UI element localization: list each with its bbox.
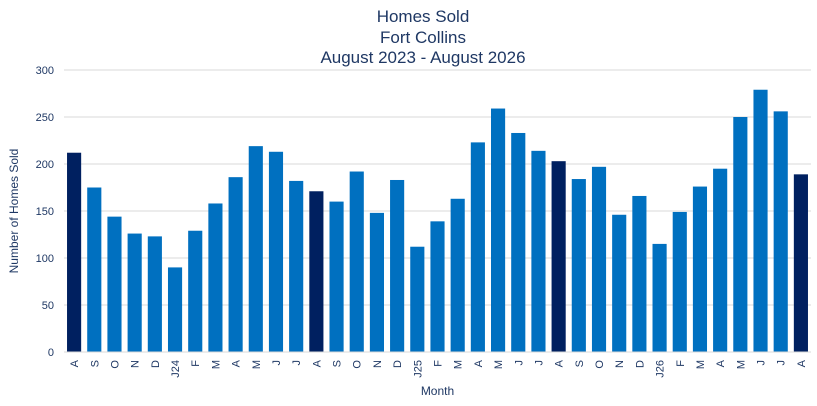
y-axis-label: Number of Homes Sold [7, 149, 21, 274]
bar [551, 161, 566, 352]
x-tick-label: M [695, 360, 707, 369]
x-tick-label: J26 [655, 360, 667, 378]
y-tick-label: 50 [42, 300, 54, 312]
chart-title-line-2: Fort Collins [380, 28, 466, 47]
bar [410, 246, 425, 352]
bar [127, 233, 142, 352]
bar [208, 203, 223, 352]
x-tick-label: D [392, 360, 404, 368]
bar [692, 186, 708, 352]
x-tick-label: O [109, 360, 121, 369]
y-tick-label: 200 [36, 159, 54, 171]
x-tick-label: S [574, 360, 586, 367]
bar [349, 171, 364, 352]
bar [591, 166, 607, 352]
x-tick-label: J [291, 360, 303, 366]
x-tick-label: M [453, 360, 465, 369]
bar [430, 221, 445, 352]
bar [713, 168, 728, 352]
x-tick-label: A [796, 359, 808, 367]
x-tick-label: J [271, 360, 283, 366]
x-tick-label: O [594, 360, 606, 369]
x-tick-label: F [190, 360, 202, 367]
bar [632, 195, 647, 352]
bar [167, 267, 183, 352]
x-tick-label: S [332, 360, 344, 367]
bar [470, 142, 485, 352]
x-tick-label: A [715, 359, 727, 367]
x-tick-label: N [614, 360, 626, 368]
bar [450, 198, 465, 352]
x-tick-label: O [352, 360, 364, 369]
x-tick-label: A [231, 359, 243, 367]
x-tick-label: D [150, 360, 162, 368]
y-axis-ticks: 0 50 100 150 200 250 300 [36, 65, 54, 359]
x-tick-label: M [493, 360, 505, 369]
bar [390, 179, 405, 352]
x-tick-label: M [210, 360, 222, 369]
x-tick-label: F [675, 360, 687, 367]
bar [369, 212, 384, 352]
chart-title-line-3: August 2023 - August 2026 [320, 48, 525, 67]
x-tick-label: J25 [412, 360, 424, 378]
bars [67, 89, 808, 353]
x-tick-label: D [634, 360, 646, 368]
bar [289, 180, 304, 352]
x-tick-label: F [433, 360, 445, 367]
x-tick-label: N [372, 360, 384, 368]
x-tick-label: A [69, 359, 81, 367]
x-tick-label: A [311, 359, 323, 367]
x-tick-label: N [130, 360, 142, 368]
x-tick-label: M [251, 360, 263, 369]
bar [107, 216, 122, 352]
bar [511, 132, 526, 352]
bar [733, 117, 748, 352]
x-tick-label: S [89, 360, 101, 367]
x-tick-label: A [554, 359, 566, 367]
bar [491, 108, 506, 352]
bar [228, 177, 243, 352]
bar [248, 146, 263, 352]
bar [652, 243, 667, 352]
bar [672, 211, 687, 352]
bar [753, 89, 768, 353]
x-tick-label: M [735, 360, 747, 369]
bar [309, 191, 324, 352]
chart-title: Homes Sold Fort Collins August 2023 - Au… [320, 7, 525, 67]
chart-title-line-1: Homes Sold [377, 7, 470, 26]
bar [793, 174, 808, 352]
bar [188, 230, 203, 352]
x-axis-label: Month [421, 384, 454, 398]
x-tick-label: J [776, 360, 788, 366]
y-tick-label: 150 [36, 206, 54, 218]
bar [329, 201, 344, 352]
bar [773, 111, 788, 352]
y-tick-label: 300 [36, 65, 54, 77]
x-tick-label: J [513, 360, 525, 366]
bar [531, 150, 546, 352]
x-axis-ticks: A S O N D J24 F M A M J J A S O N D J25 F M A M J J A S O N D J26 F M A M… [69, 359, 808, 377]
y-tick-label: 250 [36, 112, 54, 124]
bar [612, 214, 627, 352]
x-tick-label: J24 [170, 360, 182, 378]
bar [571, 179, 586, 352]
bar [268, 151, 284, 352]
y-tick-label: 100 [36, 253, 54, 265]
bar [67, 152, 82, 352]
x-tick-label: J [533, 360, 545, 366]
bar [147, 236, 162, 352]
y-tick-label: 0 [48, 347, 54, 359]
x-tick-label: J [756, 360, 768, 366]
bar [87, 187, 102, 352]
x-tick-label: A [473, 359, 485, 367]
